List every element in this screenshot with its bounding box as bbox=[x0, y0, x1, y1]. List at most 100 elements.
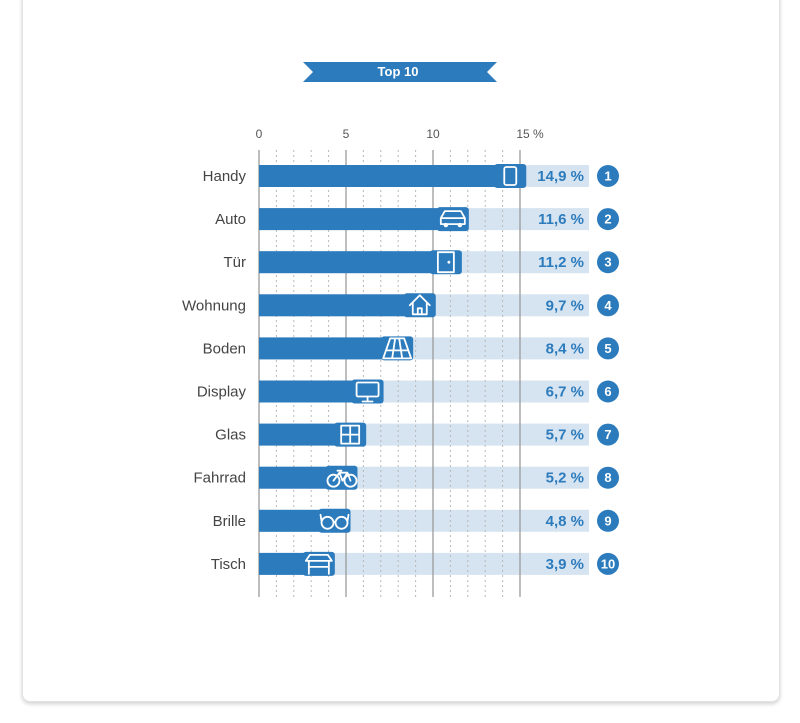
bar bbox=[259, 165, 519, 187]
rank-badge bbox=[597, 165, 619, 187]
floor-icon bbox=[381, 336, 414, 361]
bike-wheel bbox=[326, 473, 341, 488]
x-tick-label: 0 bbox=[256, 127, 263, 141]
icon-plate bbox=[494, 164, 527, 188]
glasses-lens bbox=[320, 515, 335, 530]
category-label: Display bbox=[197, 384, 247, 401]
bar-row: Tisch 3,9 % 10 bbox=[211, 551, 619, 576]
car-icon bbox=[436, 207, 469, 232]
door-frame bbox=[436, 251, 455, 274]
door-knob bbox=[447, 260, 451, 264]
value-label: 5,2 % bbox=[546, 470, 584, 487]
category-label: Boden bbox=[203, 340, 246, 357]
table-shape bbox=[304, 554, 333, 575]
window-icon bbox=[334, 422, 367, 447]
bar bbox=[259, 251, 454, 274]
icon-plate bbox=[429, 250, 462, 275]
category-label: Brille bbox=[213, 513, 246, 530]
bicycle-icon bbox=[325, 465, 358, 490]
category-label: Tisch bbox=[211, 556, 246, 573]
phone-body bbox=[503, 166, 518, 186]
category-label: Fahrrad bbox=[193, 470, 246, 487]
icon-plate bbox=[351, 379, 384, 404]
rank-number: 4 bbox=[604, 298, 612, 313]
bar bbox=[259, 294, 428, 317]
axis-tick-labels: 0 5 10 15 % bbox=[256, 127, 544, 141]
category-label: Glas bbox=[215, 427, 246, 444]
door-icon bbox=[429, 250, 462, 275]
house-shape bbox=[408, 294, 431, 316]
category-label: Tür bbox=[224, 254, 247, 271]
bar bbox=[259, 423, 359, 446]
icon-plate bbox=[318, 508, 351, 533]
house-icon bbox=[403, 293, 436, 318]
icon-plate bbox=[403, 293, 436, 318]
rank-badge bbox=[597, 380, 619, 403]
value-label: 11,6 % bbox=[538, 211, 584, 228]
category-label: Auto bbox=[215, 211, 246, 228]
rank-number: 3 bbox=[604, 255, 611, 270]
x-tick-label: 5 bbox=[343, 127, 350, 141]
car-wheel bbox=[457, 222, 463, 228]
x-tick-label: 15 % bbox=[516, 127, 544, 141]
bar bbox=[259, 208, 461, 231]
value-label: 11,2 % bbox=[538, 254, 584, 271]
smartphone-icon bbox=[494, 164, 527, 188]
banner-ribbon bbox=[303, 62, 497, 82]
window-cross bbox=[340, 424, 361, 445]
bike-frame bbox=[332, 469, 352, 482]
icon-plate bbox=[302, 551, 335, 576]
rank-number: 8 bbox=[604, 470, 611, 485]
rank-badge bbox=[597, 466, 619, 489]
bar bbox=[259, 337, 406, 360]
bar-track bbox=[259, 552, 589, 575]
value-label: 5,7 % bbox=[546, 427, 584, 444]
bike-wheel bbox=[343, 473, 358, 488]
bar bbox=[259, 380, 376, 403]
category-label: Handy bbox=[203, 168, 247, 185]
bar-row: Tür 11,2 % 3 bbox=[224, 250, 619, 275]
title-banner: Top 10 bbox=[303, 62, 497, 82]
value-label: 3,9 % bbox=[546, 556, 584, 573]
car-wheel bbox=[443, 222, 449, 228]
rank-badge bbox=[597, 208, 619, 231]
bar-row: Fahrrad 5,2 % 8 bbox=[193, 465, 619, 490]
rank-badge bbox=[597, 251, 619, 274]
bar-row: Boden 8,4 % 5 bbox=[203, 336, 619, 361]
rank-number: 2 bbox=[604, 212, 611, 227]
rank-number: 1 bbox=[604, 169, 611, 184]
bar-row: Glas 5,7 % 7 bbox=[215, 422, 619, 447]
floor-shape bbox=[382, 337, 413, 360]
rank-number: 9 bbox=[604, 513, 611, 528]
bar-row: Display 6,7 % 6 bbox=[197, 379, 619, 404]
glasses-lens bbox=[334, 515, 349, 530]
monitor-stand bbox=[361, 395, 374, 403]
bar-row: Wohnung 9,7 % 4 bbox=[182, 293, 619, 318]
value-label: 9,7 % bbox=[546, 297, 584, 314]
bar-row: Handy 14,9 % 1 bbox=[203, 164, 619, 188]
category-label: Wohnung bbox=[182, 297, 246, 314]
value-label: 8,4 % bbox=[546, 340, 584, 357]
rank-number: 5 bbox=[604, 341, 611, 356]
glasses-frame bbox=[319, 513, 350, 523]
rank-badge bbox=[597, 423, 619, 446]
rank-number: 10 bbox=[601, 556, 615, 571]
value-label: 6,7 % bbox=[546, 384, 584, 401]
rank-number: 6 bbox=[604, 384, 611, 399]
rank-badge bbox=[597, 337, 619, 360]
bar-row: Auto 11,6 % 2 bbox=[215, 207, 619, 232]
chart-title: Top 10 bbox=[378, 64, 419, 79]
table-icon bbox=[302, 551, 335, 576]
value-label: 4,8 % bbox=[546, 513, 584, 530]
rank-number: 7 bbox=[604, 427, 611, 442]
bar-rows: Handy 14,9 % 1 Auto 11,6 % 2 Tür 11,2 % 3 Wohnung… bbox=[182, 164, 619, 576]
glasses-icon bbox=[318, 508, 351, 533]
monitor-icon bbox=[351, 379, 384, 404]
x-tick-label: 10 bbox=[426, 127, 440, 141]
rank-badge bbox=[597, 294, 619, 317]
rank-badge bbox=[597, 509, 619, 532]
rank-badge bbox=[597, 552, 619, 575]
value-label: 14,9 % bbox=[537, 168, 584, 185]
bar-row: Brille 4,8 % 9 bbox=[213, 508, 619, 533]
